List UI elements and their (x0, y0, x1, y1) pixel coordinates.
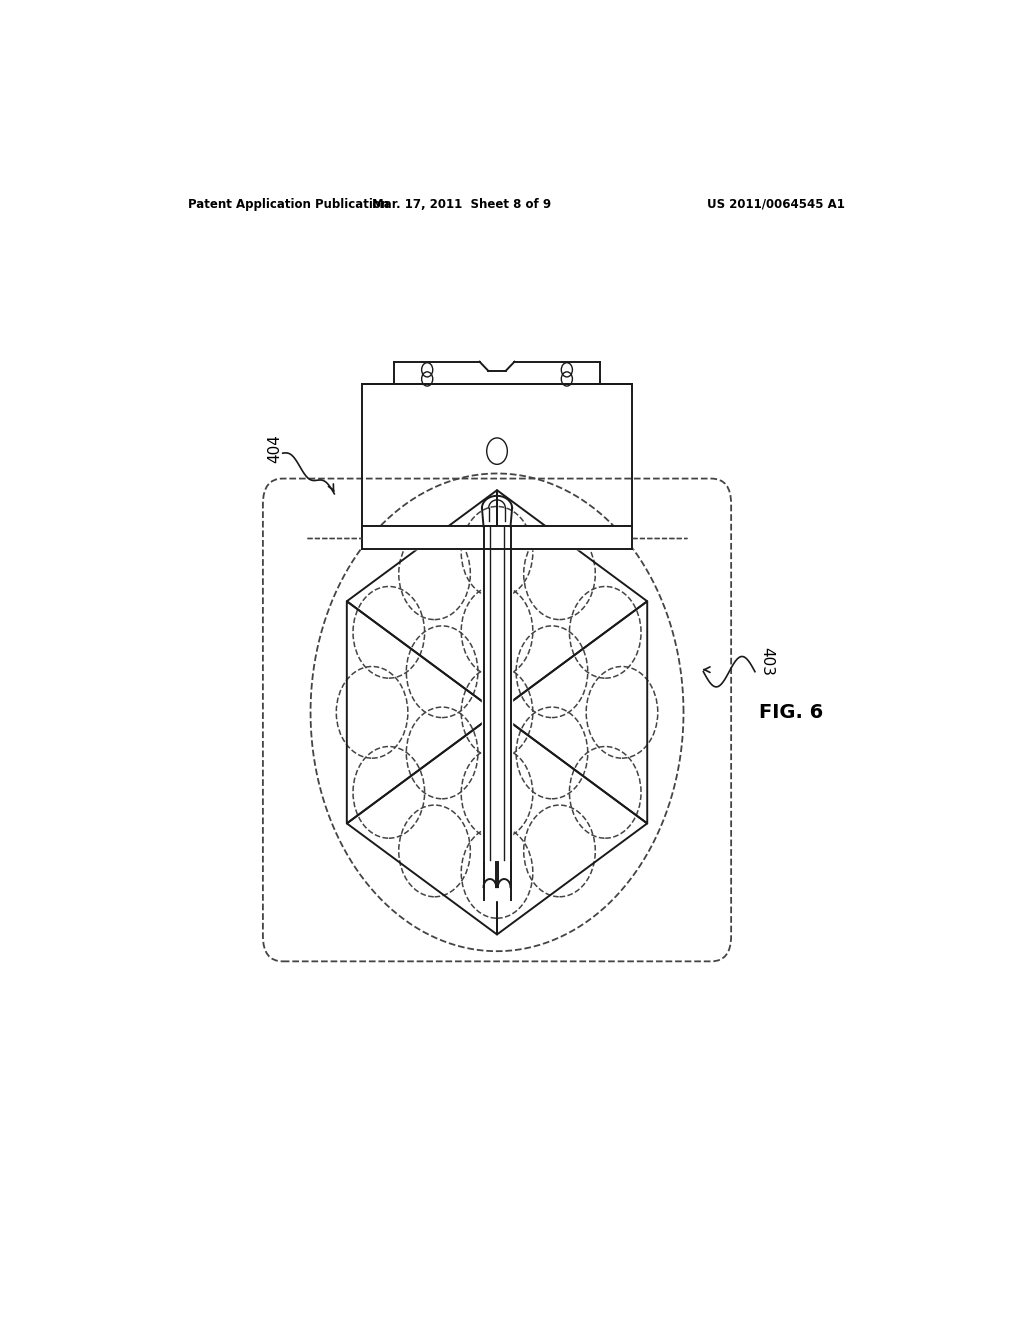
Text: FIG. 6: FIG. 6 (759, 702, 823, 722)
Text: 403: 403 (759, 647, 774, 676)
Text: US 2011/0064545 A1: US 2011/0064545 A1 (708, 198, 845, 211)
Text: Mar. 17, 2011  Sheet 8 of 9: Mar. 17, 2011 Sheet 8 of 9 (372, 198, 551, 211)
Text: Patent Application Publication: Patent Application Publication (187, 198, 389, 211)
Text: 404: 404 (267, 434, 283, 462)
